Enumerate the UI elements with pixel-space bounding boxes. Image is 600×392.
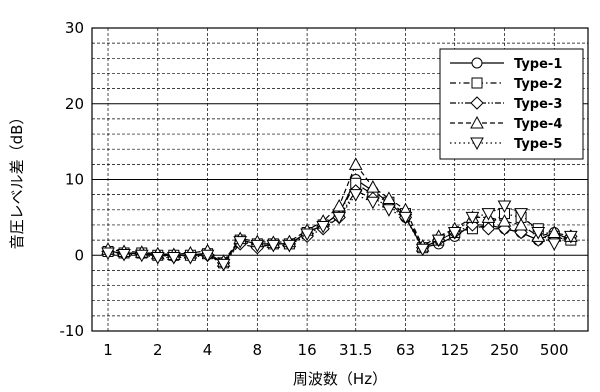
legend-marker [470,96,484,110]
data-point [134,249,149,263]
y-tick-label: 20 [65,95,84,113]
legend-label: Type-2 [514,77,562,92]
data-point [366,180,380,193]
data-point [366,196,380,210]
data-point [282,239,297,253]
series-type-5 [101,189,578,272]
data-point [316,220,330,234]
data-point [300,228,314,242]
data-point [348,189,363,202]
plot-frame [91,27,589,332]
x-tick-label: 4 [203,341,213,359]
legend: Type-1 Type-2 Type-3 Type-4 Type-5 [439,48,584,160]
y-axis-label: 音圧レベル差（dB） [8,110,26,250]
data-point [497,214,512,227]
data-point [233,236,248,249]
x-tick-label: 1 [103,341,113,359]
legend-marker [471,57,483,69]
series-layer [101,157,578,272]
data-point [465,211,480,225]
data-point [382,204,396,217]
x-axis-label: 周波数（Hz） [293,370,387,388]
y-tick-label: 0 [74,246,84,264]
legend-label: Type-4 [514,117,562,132]
x-tick-label: 125 [440,341,469,359]
y-tick-label: 30 [65,19,84,37]
data-point [547,225,562,239]
x-tick-label: 31.5 [339,341,372,359]
data-point [216,258,231,272]
data-point [431,234,446,248]
data-point [266,239,281,253]
x-tick-label: 63 [396,341,415,359]
data-point [497,200,512,214]
data-point [101,247,115,261]
y-tick-label: -10 [60,322,85,340]
data-point [514,208,528,221]
data-point [117,248,131,262]
data-point [332,211,346,225]
legend-marker [470,137,484,151]
legend-label: Type-5 [514,137,562,152]
data-point [481,208,496,221]
legend-marker [471,77,483,89]
data-point [382,191,396,204]
x-tick-label: 500 [540,341,569,359]
data-point [150,252,165,265]
data-point [250,239,265,253]
data-point [183,252,198,265]
x-tick-label: 250 [490,341,519,359]
data-point [166,252,181,265]
legend-marker [470,115,484,129]
data-point [415,243,430,257]
data-point [481,222,496,236]
data-point [547,238,562,251]
x-tick-label: 8 [253,341,263,359]
data-point [447,227,462,240]
data-point [398,211,413,225]
data-point [348,157,363,170]
data-point [531,227,546,240]
legend-box [439,48,584,160]
data-point [564,230,578,244]
x-tick-label: 16 [298,341,317,359]
data-point [200,249,215,263]
y-tick-label: 10 [65,171,84,189]
data-point [514,217,528,231]
legend-label: Type-3 [514,97,562,112]
axes-layer: -10 0 10 20 30 1 2 4 8 16 31.5 63 125 250 500 [60,19,589,359]
legend-label: Type-1 [514,57,562,72]
data-point [332,198,346,212]
x-tick-label: 2 [153,341,163,359]
